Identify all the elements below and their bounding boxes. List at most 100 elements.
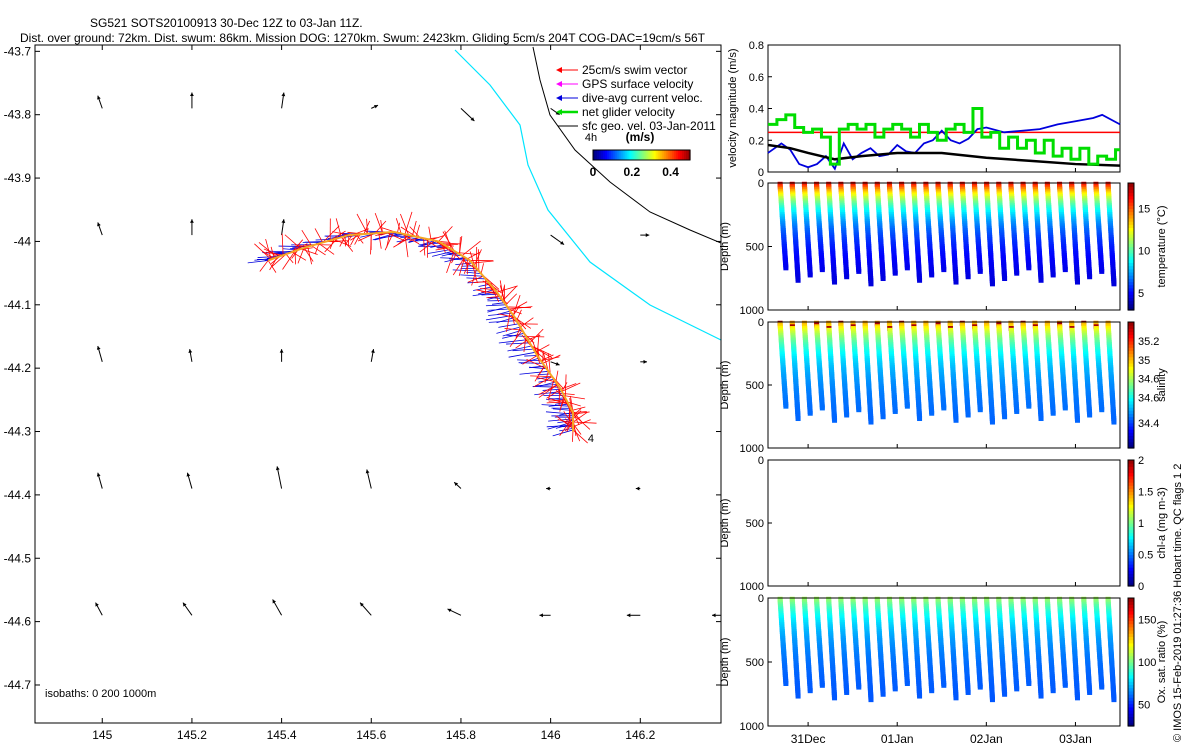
speed-colorbar: (m/s)0 0.2 0.4 <box>590 130 691 179</box>
velocity-y-tick-label: 0.6 <box>749 72 764 84</box>
colorbar-cell <box>627 150 630 160</box>
dac-vector <box>541 404 570 407</box>
swim-vector <box>339 235 346 247</box>
swim-vector <box>564 395 585 400</box>
profile-dot <box>1038 693 1044 699</box>
profile-dot <box>868 281 874 287</box>
profile-y-tick-label: 500 <box>746 242 764 254</box>
colorbar-cell <box>673 150 677 160</box>
swim-vector <box>335 218 342 238</box>
profile-colorbar-tick-label: 5 <box>1138 288 1144 300</box>
profile-colorbar-cell <box>1128 419 1134 424</box>
profile-colorbar-cell <box>1128 523 1134 527</box>
profile-colorbar-tick-label: 10 <box>1138 246 1150 258</box>
track-line <box>267 230 575 432</box>
profile-dot <box>989 697 995 703</box>
profile-colorbar-cell <box>1128 497 1134 502</box>
colorbar-cell <box>635 150 639 160</box>
swim-vector <box>263 248 281 257</box>
profile-dot <box>977 407 983 413</box>
profile-colorbar-cell <box>1128 579 1134 584</box>
swim-vector <box>486 295 500 299</box>
swim-vector <box>573 421 597 424</box>
velocity-series-line <box>767 143 1121 167</box>
dac-vector <box>485 304 506 307</box>
dac-vector <box>444 252 460 255</box>
profile-dot <box>1087 412 1093 418</box>
colorbar-frame <box>592 149 691 161</box>
map-y-tick-label: -44.7 <box>4 678 32 692</box>
profile-colorbar-cell <box>1128 488 1134 493</box>
profile-ylabel: Depth (m) <box>719 361 731 410</box>
colorbar-cell <box>625 150 628 160</box>
profile-dot <box>953 279 959 285</box>
profile-colorbar-cell <box>1128 271 1134 276</box>
geo-vector-head <box>97 222 101 227</box>
dac-vector <box>535 384 558 387</box>
map-x-tick-label: 146 <box>541 728 561 742</box>
dac-vector <box>512 348 534 352</box>
map-y-tick-label: -44.3 <box>4 425 32 439</box>
swim-vector <box>562 393 575 396</box>
profile-colorbar-cell <box>1128 236 1134 241</box>
colorbar-cell <box>665 150 669 160</box>
colorbar-tick-label: 0.4 <box>662 165 679 179</box>
profile-colorbar-cell <box>1128 491 1134 496</box>
profile-colorbar-tick-label: 0 <box>1138 581 1144 593</box>
profile-dot <box>868 697 874 703</box>
swim-vector <box>563 397 574 416</box>
profile-dot <box>953 417 959 423</box>
profile-colorbar-tick-label: 15 <box>1138 203 1150 215</box>
colorbar-cell <box>633 150 637 160</box>
colorbar-cell <box>615 150 618 160</box>
swim-vector <box>536 377 556 383</box>
profile-colorbar-cell <box>1128 322 1134 326</box>
profile-colorbar-frame <box>1127 321 1135 449</box>
profile-dot <box>917 416 923 422</box>
dac-vector <box>506 342 530 345</box>
colorbar-cell <box>617 150 620 160</box>
profile-dot <box>1087 274 1093 280</box>
profile-colorbar-cell <box>1128 563 1134 568</box>
profile-ylabel: Depth (m) <box>719 222 731 271</box>
profile-dot <box>783 403 789 409</box>
profile-dot <box>807 272 813 278</box>
profile-colorbar-cell <box>1128 385 1134 389</box>
legend-entry: GPS surface velocity <box>582 77 693 91</box>
map-y-tick-label: -43.7 <box>4 44 32 58</box>
profile-dot <box>807 688 813 694</box>
colorbar-cell <box>657 150 661 160</box>
profile-dot <box>929 688 935 694</box>
colorbar-cell <box>659 150 663 160</box>
profile-colorbar-cell <box>1128 183 1134 187</box>
swim-vector <box>540 356 560 362</box>
profile-colorbar-cell <box>1128 438 1134 443</box>
map-y-tick-label: -44 <box>14 234 32 248</box>
swim-vector <box>258 242 278 258</box>
colorbar-tick-label: 0 <box>590 165 597 179</box>
figure-title-line1: SG521 SOTS20100913 30-Dec 12Z to 03-Jan … <box>90 16 363 30</box>
track-label: 4 <box>588 433 594 445</box>
geo-vector-head <box>447 608 452 613</box>
geo-vector-head <box>643 359 648 364</box>
profile-dot <box>892 270 898 276</box>
profile-dot <box>1075 279 1081 285</box>
profile-dot <box>904 403 910 409</box>
swim-vector <box>463 260 471 274</box>
profile-dot <box>989 419 995 425</box>
profile-dot <box>953 695 959 701</box>
profile-colorbar-cell <box>1128 532 1134 537</box>
geo-vector-head <box>190 219 194 223</box>
dac-vector <box>427 248 452 254</box>
profile-dot <box>819 267 825 273</box>
swim-vector <box>572 410 582 420</box>
swim-vector <box>332 231 349 236</box>
profile-dot <box>807 410 813 416</box>
swim-vector <box>520 317 534 328</box>
swim-vector <box>529 328 544 344</box>
dac-vector <box>396 237 420 243</box>
map-y-tick-label: -43.9 <box>4 171 32 185</box>
